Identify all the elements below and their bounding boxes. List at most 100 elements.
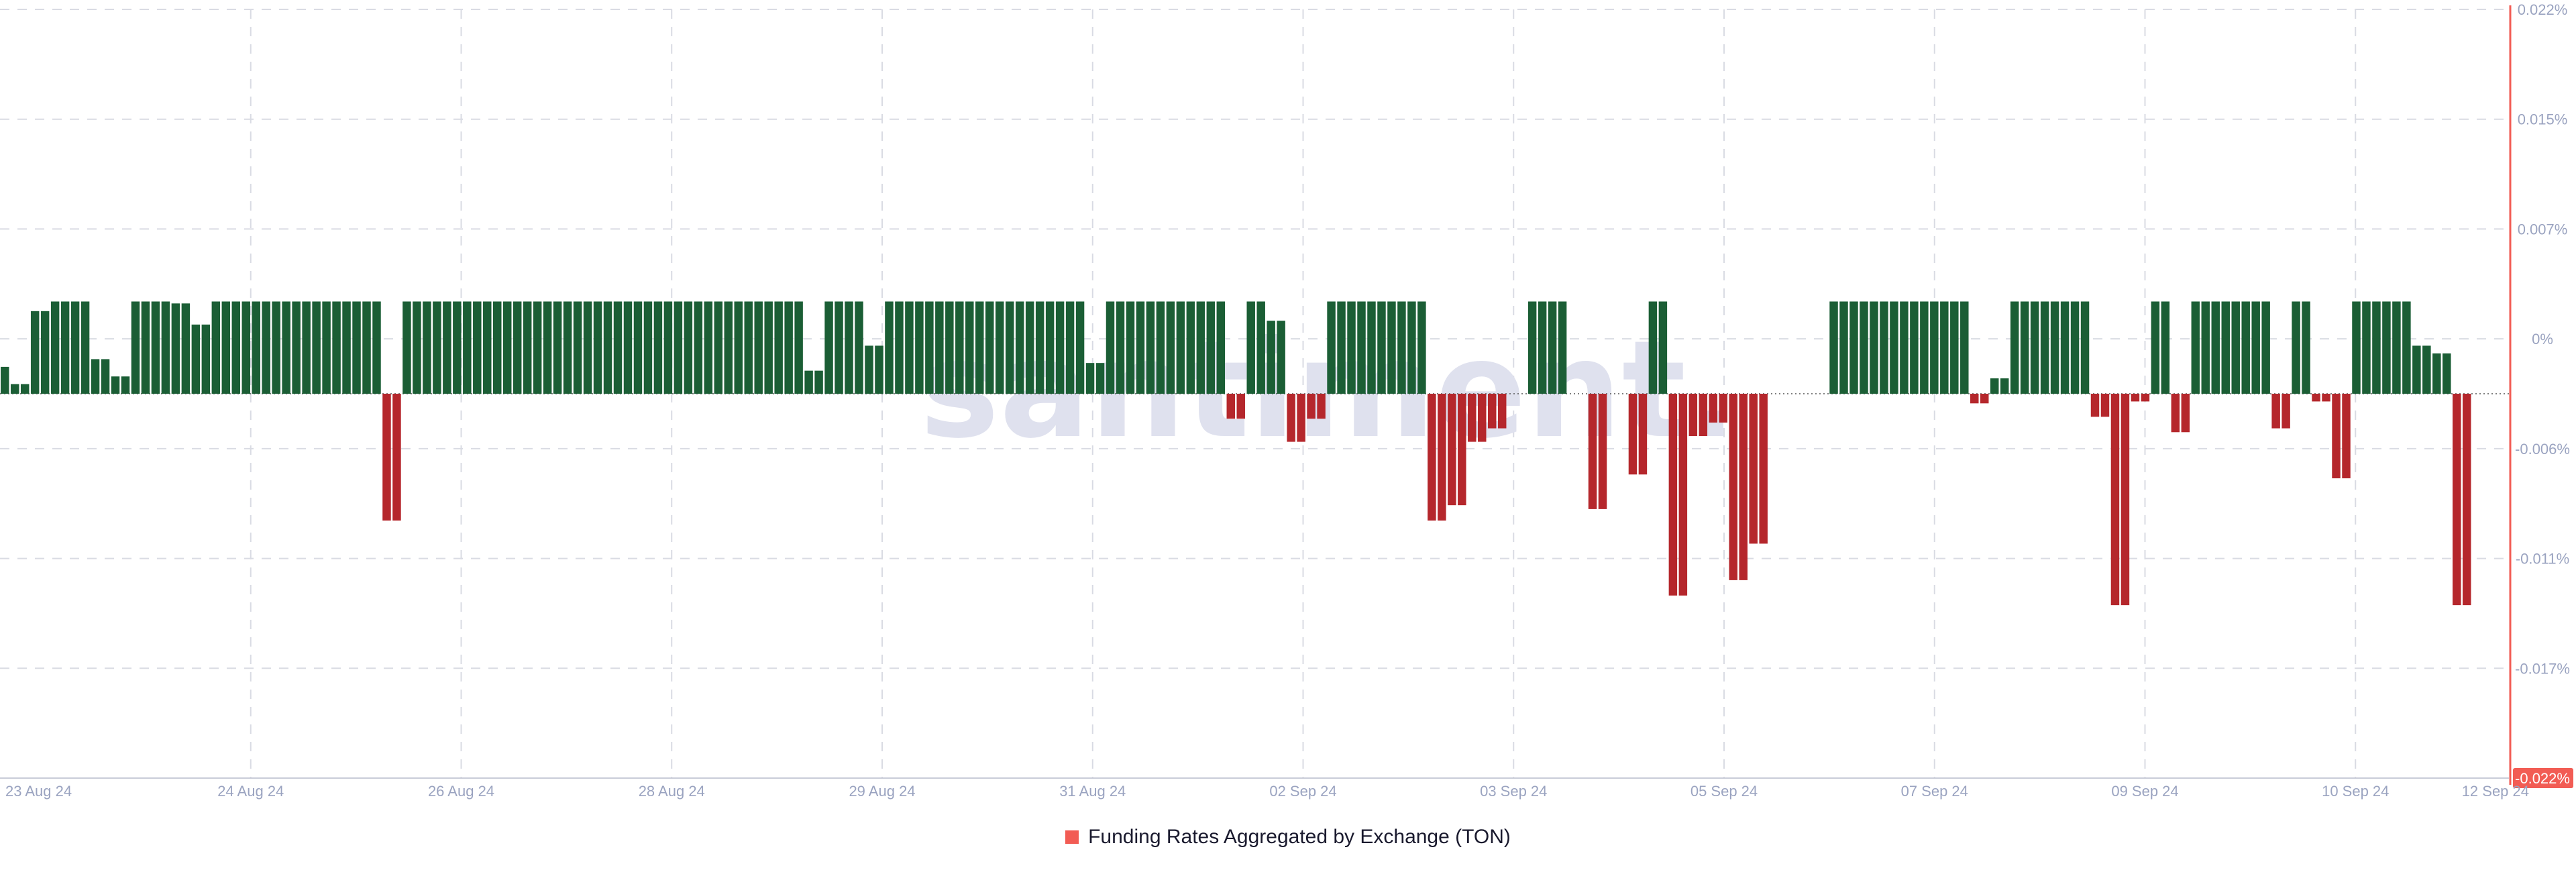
bar[interactable] [674, 301, 683, 394]
bar[interactable] [1055, 301, 1065, 394]
legend[interactable]: Funding Rates Aggregated by Exchange (TO… [0, 824, 2576, 851]
bar[interactable] [714, 301, 723, 394]
bar[interactable] [2392, 301, 2401, 394]
bar[interactable] [1880, 301, 1888, 394]
bar[interactable] [443, 301, 451, 394]
bar[interactable] [2372, 301, 2381, 394]
bar[interactable] [1598, 394, 1607, 509]
bar[interactable] [1246, 301, 1255, 394]
bar[interactable] [70, 301, 80, 394]
bar[interactable] [1709, 394, 1718, 423]
bar[interactable] [985, 301, 994, 394]
bar[interactable] [2261, 301, 2270, 394]
bar[interactable] [241, 301, 250, 394]
bar[interactable] [181, 303, 191, 394]
bar[interactable] [332, 301, 341, 394]
bar[interactable] [262, 301, 270, 394]
bar[interactable] [1095, 363, 1105, 394]
bar[interactable] [2292, 301, 2300, 394]
bar[interactable] [392, 394, 401, 521]
bar[interactable] [593, 301, 602, 394]
bar[interactable] [845, 301, 853, 394]
bar[interactable] [2412, 345, 2421, 394]
bar[interactable] [633, 301, 643, 394]
bar[interactable] [1387, 301, 1396, 394]
bar[interactable] [423, 301, 431, 394]
bar[interactable] [824, 301, 833, 394]
bar[interactable] [2362, 301, 2371, 394]
bar[interactable] [2131, 394, 2140, 402]
bar[interactable] [653, 301, 663, 394]
bar[interactable] [2352, 301, 2361, 394]
bar[interactable] [583, 301, 592, 394]
bar[interactable] [50, 301, 60, 394]
bar[interactable] [2302, 301, 2310, 394]
bar[interactable] [1216, 301, 1226, 394]
bar[interactable] [764, 301, 773, 394]
bar[interactable] [211, 301, 221, 394]
bar[interactable] [975, 301, 984, 394]
bar[interactable] [1367, 301, 1376, 394]
bar[interactable] [382, 394, 391, 521]
bar[interactable] [1025, 301, 1034, 394]
bar[interactable] [453, 301, 462, 394]
bar[interactable] [2070, 301, 2080, 394]
bar[interactable] [1729, 394, 1737, 580]
bar[interactable] [342, 301, 351, 394]
bar[interactable] [2211, 301, 2220, 394]
bar[interactable] [483, 301, 492, 394]
bar[interactable] [2141, 394, 2150, 402]
bar[interactable] [1960, 301, 1969, 394]
bar[interactable] [694, 301, 703, 394]
bar[interactable] [2443, 353, 2451, 394]
bar[interactable] [935, 301, 944, 394]
bar[interactable] [1267, 321, 1275, 394]
bar[interactable] [684, 301, 693, 394]
bar[interactable] [131, 301, 140, 394]
bar[interactable] [1940, 301, 1949, 394]
bar[interactable] [1980, 394, 1989, 404]
bar[interactable] [2282, 394, 2290, 429]
bar[interactable] [292, 301, 301, 394]
bar[interactable] [1588, 394, 1597, 509]
bar[interactable] [513, 301, 522, 394]
bar[interactable] [1136, 301, 1145, 394]
bar[interactable] [1970, 394, 1979, 404]
bar[interactable] [1236, 394, 1245, 419]
bar[interactable] [80, 301, 90, 394]
bar[interactable] [2463, 394, 2471, 606]
bar[interactable] [91, 359, 100, 394]
bar[interactable] [995, 301, 1004, 394]
bar[interactable] [2080, 301, 2090, 394]
bar[interactable] [1126, 301, 1135, 394]
bar[interactable] [1920, 301, 1929, 394]
bar[interactable] [2402, 301, 2411, 394]
bar[interactable] [1438, 394, 1446, 521]
bar[interactable] [1890, 301, 1898, 394]
bar[interactable] [804, 370, 813, 394]
bar[interactable] [402, 301, 411, 394]
bar[interactable] [221, 301, 231, 394]
bar[interactable] [1558, 301, 1567, 394]
bar[interactable] [814, 370, 823, 394]
bar[interactable] [643, 301, 653, 394]
bar[interactable] [2050, 301, 2059, 394]
bar[interactable] [171, 303, 180, 394]
bar[interactable] [663, 301, 673, 394]
bar[interactable] [794, 301, 803, 394]
bar[interactable] [563, 301, 572, 394]
bar[interactable] [543, 301, 552, 394]
bar[interactable] [1950, 301, 1959, 394]
bar[interactable] [1377, 301, 1386, 394]
bar[interactable] [754, 301, 763, 394]
bar[interactable] [2020, 301, 2029, 394]
bar[interactable] [1317, 394, 1326, 419]
bar[interactable] [1648, 301, 1658, 394]
bar[interactable] [352, 301, 361, 394]
bar[interactable] [1688, 394, 1698, 437]
bar[interactable] [1307, 394, 1316, 419]
bar[interactable] [111, 376, 120, 394]
bar[interactable] [1719, 394, 1728, 423]
bar[interactable] [1106, 301, 1115, 394]
bar[interactable] [1548, 301, 1557, 394]
